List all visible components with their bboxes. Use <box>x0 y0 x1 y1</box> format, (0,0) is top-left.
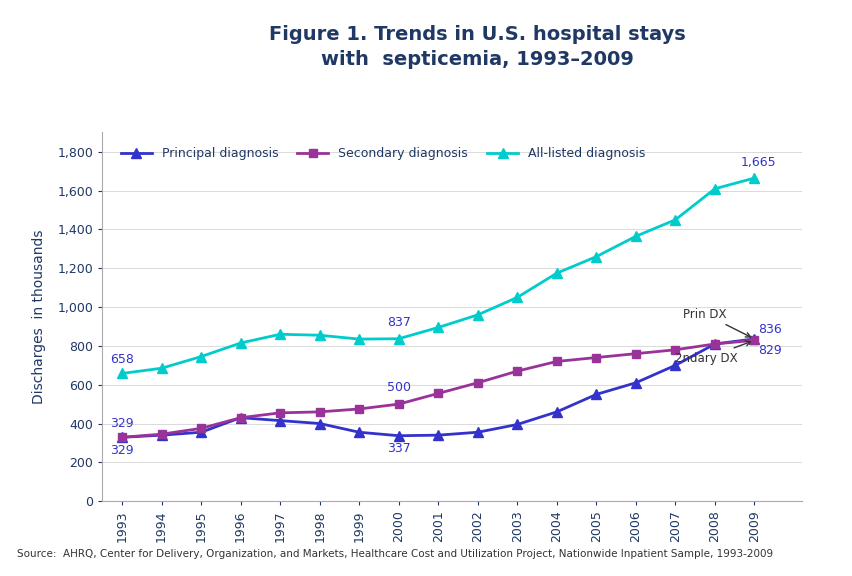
Text: 658: 658 <box>110 353 134 366</box>
Principal diagnosis <box>393 432 403 439</box>
Secondary diagnosis <box>748 337 758 344</box>
Principal diagnosis <box>511 421 521 428</box>
Secondary diagnosis <box>274 410 285 416</box>
All-listed diagnosis <box>235 339 245 346</box>
All-listed diagnosis <box>274 331 285 338</box>
Text: 337: 337 <box>387 442 410 455</box>
All-listed diagnosis <box>630 233 640 240</box>
Secondary diagnosis <box>117 434 127 441</box>
All-listed diagnosis <box>117 370 127 377</box>
Text: 836: 836 <box>757 323 781 336</box>
Secondary diagnosis <box>590 354 601 361</box>
All-listed diagnosis <box>393 335 403 342</box>
Text: Source:  AHRQ, Center for Delivery, Organization, and Markets, Healthcare Cost a: Source: AHRQ, Center for Delivery, Organ… <box>17 549 772 559</box>
Principal diagnosis <box>235 414 245 421</box>
Text: 329: 329 <box>110 416 134 430</box>
Principal diagnosis <box>354 429 364 435</box>
Principal diagnosis <box>748 335 758 342</box>
Legend: Principal diagnosis, Secondary diagnosis, All-listed diagnosis: Principal diagnosis, Secondary diagnosis… <box>116 142 650 165</box>
All-listed diagnosis <box>670 217 680 223</box>
Principal diagnosis <box>709 340 719 347</box>
Secondary diagnosis <box>709 340 719 347</box>
Text: Figure 1. Trends in U.S. hospital stays
with  septicemia, 1993–2009: Figure 1. Trends in U.S. hospital stays … <box>269 25 685 69</box>
All-listed diagnosis <box>551 270 561 276</box>
Secondary diagnosis <box>314 408 325 415</box>
Secondary diagnosis <box>511 367 521 374</box>
Principal diagnosis <box>433 431 443 438</box>
Text: 329: 329 <box>110 444 134 457</box>
Text: 2ndary DX: 2ndary DX <box>675 341 750 365</box>
All-listed diagnosis <box>511 294 521 301</box>
Secondary diagnosis <box>670 346 680 353</box>
Secondary diagnosis <box>354 406 364 412</box>
Text: Prin DX: Prin DX <box>682 308 750 337</box>
Secondary diagnosis <box>630 350 640 357</box>
All-listed diagnosis <box>156 365 166 372</box>
Secondary diagnosis <box>472 380 482 386</box>
Line: All-listed diagnosis: All-listed diagnosis <box>117 173 758 378</box>
Principal diagnosis <box>472 429 482 435</box>
Secondary diagnosis <box>156 431 166 438</box>
Principal diagnosis <box>630 380 640 386</box>
Text: 500: 500 <box>386 381 411 395</box>
Secondary diagnosis <box>235 414 245 421</box>
All-listed diagnosis <box>709 185 719 192</box>
Text: 829: 829 <box>757 344 781 357</box>
Principal diagnosis <box>156 431 166 438</box>
All-listed diagnosis <box>196 353 206 360</box>
Text: 1,665: 1,665 <box>740 157 775 169</box>
All-listed diagnosis <box>472 312 482 319</box>
Principal diagnosis <box>274 417 285 424</box>
All-listed diagnosis <box>354 336 364 343</box>
Principal diagnosis <box>670 362 680 369</box>
All-listed diagnosis <box>314 332 325 339</box>
Line: Secondary diagnosis: Secondary diagnosis <box>118 336 757 441</box>
Principal diagnosis <box>590 391 601 398</box>
All-listed diagnosis <box>590 253 601 260</box>
Secondary diagnosis <box>433 390 443 397</box>
Line: Principal diagnosis: Principal diagnosis <box>117 334 758 442</box>
Secondary diagnosis <box>551 358 561 365</box>
Secondary diagnosis <box>196 425 206 432</box>
Principal diagnosis <box>196 429 206 435</box>
All-listed diagnosis <box>433 324 443 331</box>
Principal diagnosis <box>117 434 127 441</box>
Text: 837: 837 <box>386 316 410 329</box>
Y-axis label: Discharges  in thousands: Discharges in thousands <box>32 230 46 404</box>
All-listed diagnosis <box>748 175 758 181</box>
Principal diagnosis <box>314 420 325 427</box>
Secondary diagnosis <box>393 401 403 408</box>
Principal diagnosis <box>551 408 561 415</box>
